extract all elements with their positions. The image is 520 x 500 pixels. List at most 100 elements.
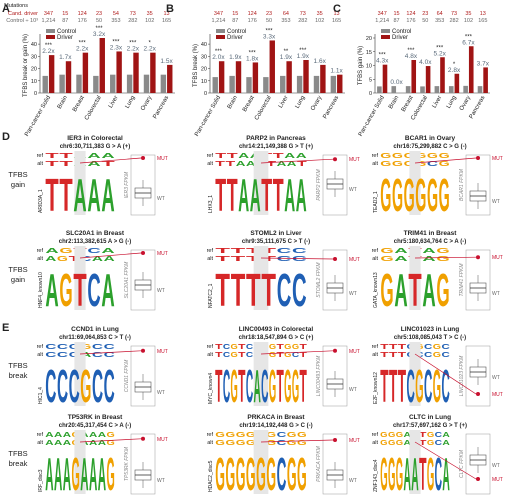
- motif-logo-letter-C: C: [246, 360, 253, 412]
- bar-driver: [99, 38, 105, 93]
- alt-seq-letter-G: G: [392, 161, 403, 168]
- fold-change-label: 3.7x: [477, 60, 490, 67]
- motif-logo-letter-A: A: [284, 169, 295, 221]
- motif-logo-letter-T: T: [59, 169, 72, 221]
- alt-seq-letter-C: C: [246, 352, 253, 359]
- fpkm-axis-label: PARP2 FPKM: [316, 169, 322, 201]
- bar-driver: [150, 52, 156, 93]
- mutation-arrow: [260, 257, 334, 260]
- ref-seq-letter-A: A: [422, 248, 435, 255]
- x-tick-label: Breast: [242, 95, 256, 113]
- ref-seq-letter-A: A: [63, 432, 71, 439]
- significance-stars: ***: [407, 48, 415, 54]
- legend-swatch-driver: [46, 35, 55, 39]
- x-tick-label: Ovary: [140, 95, 153, 112]
- alt-seq-letter-G: G: [380, 256, 393, 263]
- ref-seq-letter-T: T: [215, 248, 232, 255]
- alt-seq-letter-G: G: [231, 352, 238, 359]
- y-tick-label: 10: [366, 64, 372, 70]
- alt-label: alt: [372, 352, 378, 358]
- alt-seq-letter-G: G: [57, 256, 68, 263]
- fold-change-label: 1.9x: [280, 54, 293, 61]
- alt-seq-letter-A: A: [277, 161, 287, 168]
- mutation-highlight: [74, 151, 86, 215]
- alt-seq-letter-G: G: [433, 352, 441, 359]
- motif-logo-letter-A: A: [404, 448, 411, 500]
- fpkm-axis-label: TP53RK FPKM: [124, 446, 130, 481]
- alt-seq-letter-C: C: [277, 256, 292, 263]
- significance-stars: ***: [379, 53, 387, 59]
- ref-seq-letter-G: G: [266, 432, 276, 439]
- mutant-point: [141, 156, 145, 160]
- ref-seq-letter-A: A: [89, 432, 97, 439]
- control-count: 165: [162, 18, 171, 24]
- control-count: 87: [394, 18, 400, 24]
- example-title: TP53RK in Breast: [68, 414, 123, 421]
- alt-label: alt: [207, 256, 213, 262]
- fold-change-label: 2.8x: [448, 67, 461, 74]
- motif-logo-letter-T: T: [277, 360, 284, 412]
- driver-count: 73: [300, 11, 306, 17]
- motif-logo-letter-T: T: [419, 448, 426, 500]
- mut-label: MUT: [492, 255, 503, 261]
- ref-seq-letter-G: G: [231, 344, 238, 351]
- mut-label: MUT: [349, 438, 360, 444]
- motif-logo-letter-G: G: [59, 264, 72, 316]
- control-count: 353: [281, 18, 290, 24]
- ref-seq-letter-A: A: [101, 248, 114, 255]
- alt-label: alt: [37, 256, 43, 262]
- ref-seq-letter-G: G: [439, 153, 450, 160]
- bar-control: [212, 77, 218, 93]
- fold-change-label: 2.0x: [212, 54, 225, 61]
- fold-change-label: 5.2x: [434, 50, 447, 57]
- motif-logo-letter-C: C: [69, 360, 80, 412]
- mutation-arrow: [414, 441, 477, 480]
- bar-control: [377, 86, 382, 93]
- motif-logo-letter-G: G: [392, 169, 403, 221]
- motif-logo-letter-A: A: [73, 169, 86, 221]
- ref-seq-letter-G: G: [297, 432, 307, 439]
- control-count: 87: [232, 18, 238, 24]
- fpkm-axis-label: CLTC FPKM: [459, 449, 465, 478]
- fold-change-label: 4.0x: [419, 59, 432, 66]
- mutant-point: [476, 477, 480, 481]
- driver-count: 35: [465, 11, 471, 17]
- bar-driver: [286, 61, 292, 93]
- driver-count: 347: [378, 11, 387, 17]
- motif-name: LHX3_1: [208, 195, 214, 213]
- alt-seq-letter-C: C: [45, 352, 56, 359]
- driver-count: 64: [437, 11, 443, 17]
- x-tick-label: Pancreas: [152, 95, 170, 120]
- alt-seq-letter-A: A: [54, 440, 62, 447]
- mutation-arrow: [260, 439, 334, 443]
- x-tick-label: Lung: [295, 95, 307, 110]
- example-position: chr19:14,192,448 G > C (-): [239, 423, 312, 429]
- mutation-highlight: [74, 342, 86, 406]
- bar-driver: [65, 61, 72, 93]
- motif-logo-letter-G: G: [287, 448, 297, 500]
- fpkm-axis-label: BCAR1 FPKM: [459, 168, 465, 201]
- fold-change-label: 1.7x: [59, 54, 72, 61]
- control-count: 102: [464, 18, 473, 24]
- alt-seq-letter-T: T: [45, 161, 61, 168]
- mutation-highlight: [74, 246, 86, 310]
- mutant-point: [333, 257, 337, 261]
- alt-seq-letter-A: A: [246, 161, 256, 168]
- ref-seq-letter-T: T: [231, 248, 248, 255]
- ref-seq-letter-T: T: [273, 153, 286, 160]
- motif-logo-letter-C: C: [261, 360, 268, 412]
- y-tick-label: 30: [31, 54, 37, 60]
- x-tick-label: Ovary: [310, 95, 323, 112]
- legend-swatch-control: [216, 29, 225, 33]
- significance-stars: *: [149, 41, 152, 47]
- driver-count: 124: [248, 11, 257, 17]
- control-count: 282: [298, 18, 307, 24]
- ref-seq-letter-A: A: [394, 248, 407, 255]
- row-label: break: [9, 459, 28, 468]
- boxplot-frame: [322, 433, 348, 495]
- significance-stars: ***: [79, 41, 87, 47]
- alt-seq-letter-T: T: [215, 256, 232, 263]
- ref-label: ref: [207, 248, 214, 254]
- x-tick-label: Pan-cancer Solid: [194, 95, 222, 138]
- ref-seq-letter-G: G: [436, 248, 449, 255]
